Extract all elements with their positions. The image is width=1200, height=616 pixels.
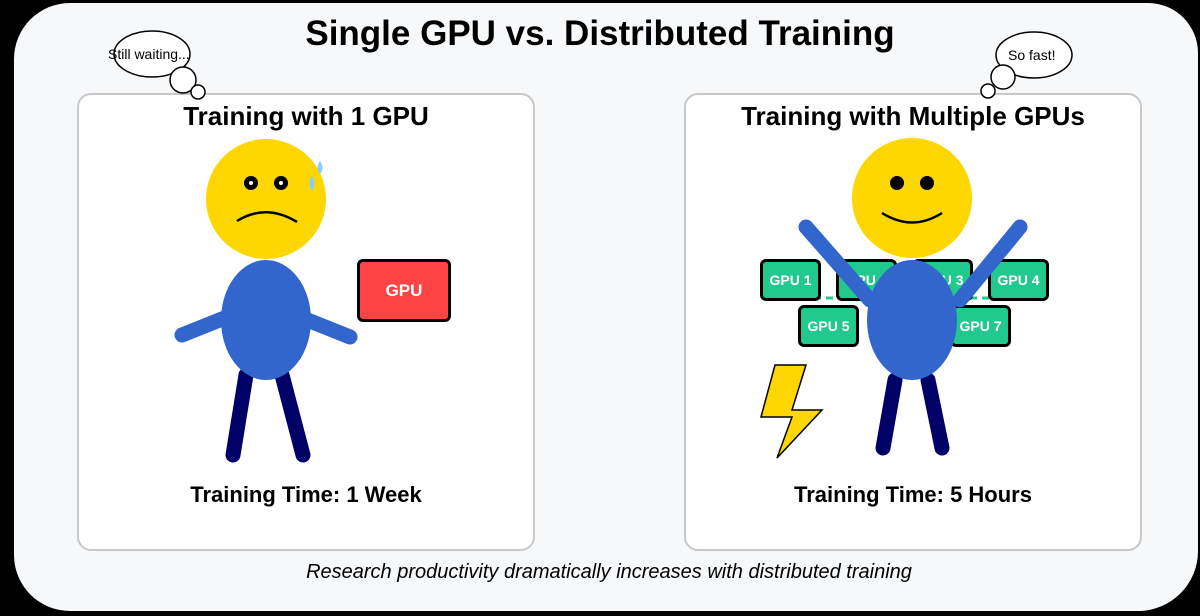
single-gpu-panel: Training with 1 GPU Training Time: 1 Wee… [77, 93, 535, 551]
gpu-chip-4: GPU 4 [988, 259, 1049, 301]
single-gpu-training-time: Training Time: 1 Week [190, 482, 422, 507]
right-thought-bubble-icon [980, 31, 1073, 99]
gpu-chip-5: GPU 5 [798, 305, 859, 347]
multi-gpu-training-time: Training Time: 5 Hours [794, 482, 1032, 507]
single-gpu-chip: GPU [357, 259, 451, 322]
happy-person-icon [798, 138, 1028, 456]
left-thought-bubble-icon [113, 30, 206, 100]
gpu-chip-1: GPU 1 [760, 259, 821, 301]
single-gpu-panel-title: Training with 1 GPU [183, 101, 429, 131]
left-thought-bubble-text: Still waiting... [108, 46, 190, 62]
lightning-bolt-icon [760, 364, 824, 459]
diagram-title: Single GPU vs. Distributed Training [305, 14, 895, 53]
multi-gpu-panel-title: Training with Multiple GPUs [741, 101, 1085, 131]
sad-person-icon [174, 139, 358, 463]
right-thought-bubble-text: So fast! [1008, 47, 1056, 63]
diagram-caption: Research productivity dramatically incre… [306, 561, 912, 583]
